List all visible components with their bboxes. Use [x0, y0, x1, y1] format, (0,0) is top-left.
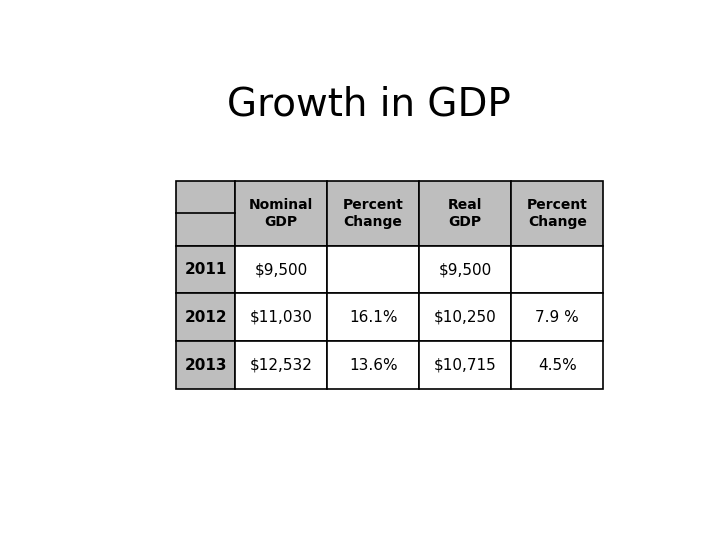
Text: Percent
Change: Percent Change	[343, 198, 404, 228]
Text: 4.5%: 4.5%	[538, 357, 577, 373]
Text: Percent
Change: Percent Change	[527, 198, 588, 228]
Text: $11,030: $11,030	[250, 310, 312, 325]
Text: Real
GDP: Real GDP	[448, 198, 482, 228]
Text: $10,250: $10,250	[434, 310, 497, 325]
Text: 16.1%: 16.1%	[349, 310, 397, 325]
Text: $9,500: $9,500	[254, 262, 307, 277]
Text: 13.6%: 13.6%	[349, 357, 397, 373]
Text: Growth in GDP: Growth in GDP	[227, 85, 511, 124]
Text: $12,532: $12,532	[250, 357, 312, 373]
Text: 2013: 2013	[184, 357, 227, 373]
Text: $10,715: $10,715	[434, 357, 497, 373]
Text: $9,500: $9,500	[438, 262, 492, 277]
Text: Nominal
GDP: Nominal GDP	[249, 198, 313, 228]
Text: 2012: 2012	[184, 310, 227, 325]
Text: 2011: 2011	[184, 262, 227, 277]
Text: 7.9 %: 7.9 %	[536, 310, 579, 325]
